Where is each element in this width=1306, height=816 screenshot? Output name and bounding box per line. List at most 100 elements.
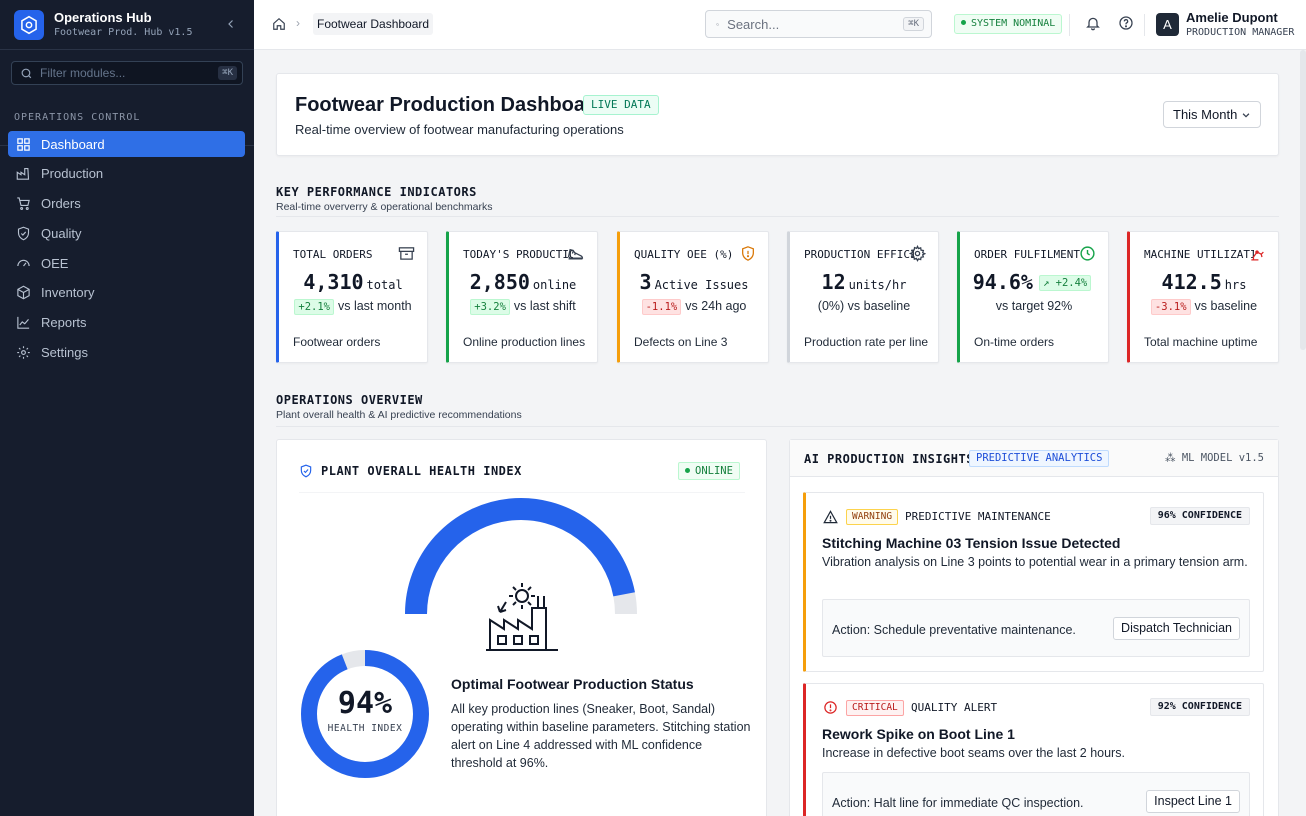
filter-shortcut: ⌘K xyxy=(218,66,237,80)
period-select[interactable]: This Month xyxy=(1163,101,1261,128)
plant-health-panel: PLANT OVERALL HEALTH INDEX ONLINE 94% HE… xyxy=(276,439,767,816)
sidebar-item-label: Dashboard xyxy=(41,136,105,152)
ml-model-text: ML MODEL v1.5 xyxy=(1181,452,1264,464)
action-text: Action: Schedule preventative maintenanc… xyxy=(832,623,1076,637)
system-status-badge: SYSTEM NOMINAL xyxy=(954,14,1063,34)
hub-logo-icon xyxy=(14,9,44,40)
kpi-label: QUALITY OEE (%) xyxy=(634,248,734,261)
ops-section-title: OPERATIONS OVERVIEW xyxy=(276,393,423,407)
kpi-compare: vs last month xyxy=(337,299,412,313)
kpi-value: 2,850 xyxy=(469,270,530,294)
kpi-card-total-orders[interactable]: TOTAL ORDERS 4,310 total +2.1% vs last mon… xyxy=(276,231,428,363)
divider xyxy=(1069,14,1070,36)
shoe-icon xyxy=(567,248,584,260)
kpi-label: MACHINE UTILIZATION xyxy=(1144,248,1254,261)
brand-header: Operations Hub Footwear Prod. Hub v1.5 xyxy=(0,0,254,50)
ai-panel-header xyxy=(790,440,1278,477)
insight-title: Stitching Machine 03 Tension Issue Detec… xyxy=(822,535,1121,551)
severity-badge: CRITICAL xyxy=(846,700,904,716)
sidebar-item-dashboard[interactable]: Dashboard xyxy=(8,131,245,157)
shield-alert-icon xyxy=(742,246,754,261)
kpi-footer: On-time orders xyxy=(974,335,1055,349)
breadcrumb-current[interactable]: Footwear Dashboard xyxy=(313,13,434,35)
app-subtitle: Footwear Prod. Hub v1.5 xyxy=(54,26,193,38)
sidebar-item-production[interactable]: Production xyxy=(8,161,245,187)
chevron-down-icon xyxy=(1242,112,1250,118)
sidebar-item-inventory[interactable]: Inventory xyxy=(8,280,245,306)
robot-arm-icon xyxy=(1251,250,1264,261)
confidence-badge: 96% CONFIDENCE xyxy=(1149,507,1250,525)
sidebar-item-label: Settings xyxy=(41,345,88,361)
kpi-delta-text: (0%) xyxy=(817,299,845,313)
module-filter-input[interactable] xyxy=(40,66,219,80)
kpi-delta-chip: +3.2% xyxy=(470,299,510,315)
archive-icon xyxy=(398,247,415,260)
search-icon xyxy=(21,68,32,78)
kpi-footer: Total machine uptime xyxy=(1144,335,1258,349)
sidebar-item-label: Production xyxy=(41,166,104,182)
bell-icon[interactable] xyxy=(1085,15,1101,31)
action-box: Action: Halt line for immediate QC inspe… xyxy=(822,772,1250,816)
health-index-value: 94% xyxy=(337,686,393,721)
dashboard-header: Footwear Production Dashboard LIVE DATA … xyxy=(276,73,1279,156)
inspect-line-button[interactable]: Inspect Line 1 xyxy=(1146,790,1240,813)
collapse-sidebar-button[interactable] xyxy=(222,17,240,33)
sidebar: Operations Hub Footwear Prod. Hub v1.5 ⌘… xyxy=(0,0,254,816)
kpi-value: 94.6% xyxy=(972,270,1033,294)
home-icon[interactable] xyxy=(272,17,286,31)
sidebar-item-orders[interactable]: Orders xyxy=(8,191,245,217)
page-scrollbar[interactable] xyxy=(1300,50,1306,350)
factory-icon xyxy=(16,168,30,180)
gear-icon xyxy=(17,346,30,359)
semi-gauge-fill xyxy=(405,498,635,615)
avatar[interactable]: A xyxy=(1156,13,1179,36)
ai-panel-title: AI PRODUCTION INSIGHTS xyxy=(804,452,974,466)
ml-model-label: ⁂ ML MODEL v1.5 xyxy=(1165,452,1264,464)
breadcrumb-chevron-icon: › xyxy=(296,16,300,30)
online-status-text: ONLINE xyxy=(695,465,733,477)
sidebar-item-label: Inventory xyxy=(41,285,95,301)
kpi-card-todays-production[interactable]: TODAY'S PRODUCTION 2,850 online +3.2% vs l… xyxy=(446,231,598,363)
sidebar-item-quality[interactable]: Quality xyxy=(8,220,245,246)
clock-icon xyxy=(1080,246,1095,261)
insight-type: QUALITY ALERT xyxy=(911,701,998,714)
sidebar-item-oee[interactable]: OEE xyxy=(8,250,245,276)
insight-title: Rework Spike on Boot Line 1 xyxy=(822,726,1015,742)
insight-card-critical: CRITICAL QUALITY ALERT 92% CONFIDENCE Re… xyxy=(803,683,1264,816)
topbar: › Footwear Dashboard ⌘K SYSTEM NOMINAL A… xyxy=(254,0,1306,50)
period-select-value: This Month xyxy=(1173,107,1238,122)
search-input[interactable] xyxy=(727,16,904,32)
cart-icon xyxy=(17,197,30,211)
gear-icon xyxy=(909,245,926,262)
system-status-text: SYSTEM NOMINAL xyxy=(971,18,1056,29)
dispatch-technician-button[interactable]: Dispatch Technician xyxy=(1113,617,1240,640)
kpi-section-subtitle: Real-time oververry & operational benchm… xyxy=(276,201,493,213)
kpi-unit: total xyxy=(366,278,403,292)
sidebar-item-settings[interactable]: Settings xyxy=(8,340,245,366)
help-icon[interactable] xyxy=(1118,15,1134,31)
search-shortcut: ⌘K xyxy=(903,17,924,31)
kpi-footer: Production rate per line xyxy=(804,335,929,349)
ai-insights-panel: AI PRODUCTION INSIGHTS PREDICTIVE ANALYT… xyxy=(789,439,1279,816)
kpi-delta-chip: ↗ +2.4% xyxy=(1038,275,1092,291)
predictive-analytics-badge: PREDICTIVE ANALYTICS xyxy=(969,450,1110,467)
severity-badge: WARNING xyxy=(846,509,899,525)
kpi-unit: online xyxy=(532,278,577,292)
insight-body: Increase in defective boot seams over th… xyxy=(822,746,1125,760)
module-filter: ⌘K xyxy=(11,61,243,85)
gauge-icon xyxy=(17,259,30,267)
sparkle-icon: ⁂ xyxy=(1164,452,1176,464)
kpi-section-title: KEY PERFORMANCE INDICATORS xyxy=(276,185,477,199)
kpi-value: 412.5 xyxy=(1161,270,1222,294)
kpi-card-quality-oee[interactable]: QUALITY OEE (%) 3 Active Issues -1.1% vs 2… xyxy=(617,231,769,363)
sidebar-item-label: Reports xyxy=(41,315,87,331)
page-subtitle: Real-time overview of footwear manufactu… xyxy=(295,122,624,137)
kpi-compare: vs baseline xyxy=(847,299,911,313)
sidebar-item-reports[interactable]: Reports xyxy=(8,310,245,336)
sidebar-item-label: Orders xyxy=(41,196,81,212)
insight-body: Vibration analysis on Line 3 points to p… xyxy=(822,555,1248,569)
user-name[interactable]: Amelie Dupont xyxy=(1186,10,1278,25)
kpi-card-order-fulfilment[interactable]: ORDER FULFILMENT 94.6% ↗ +2.4% vs target … xyxy=(957,231,1109,363)
